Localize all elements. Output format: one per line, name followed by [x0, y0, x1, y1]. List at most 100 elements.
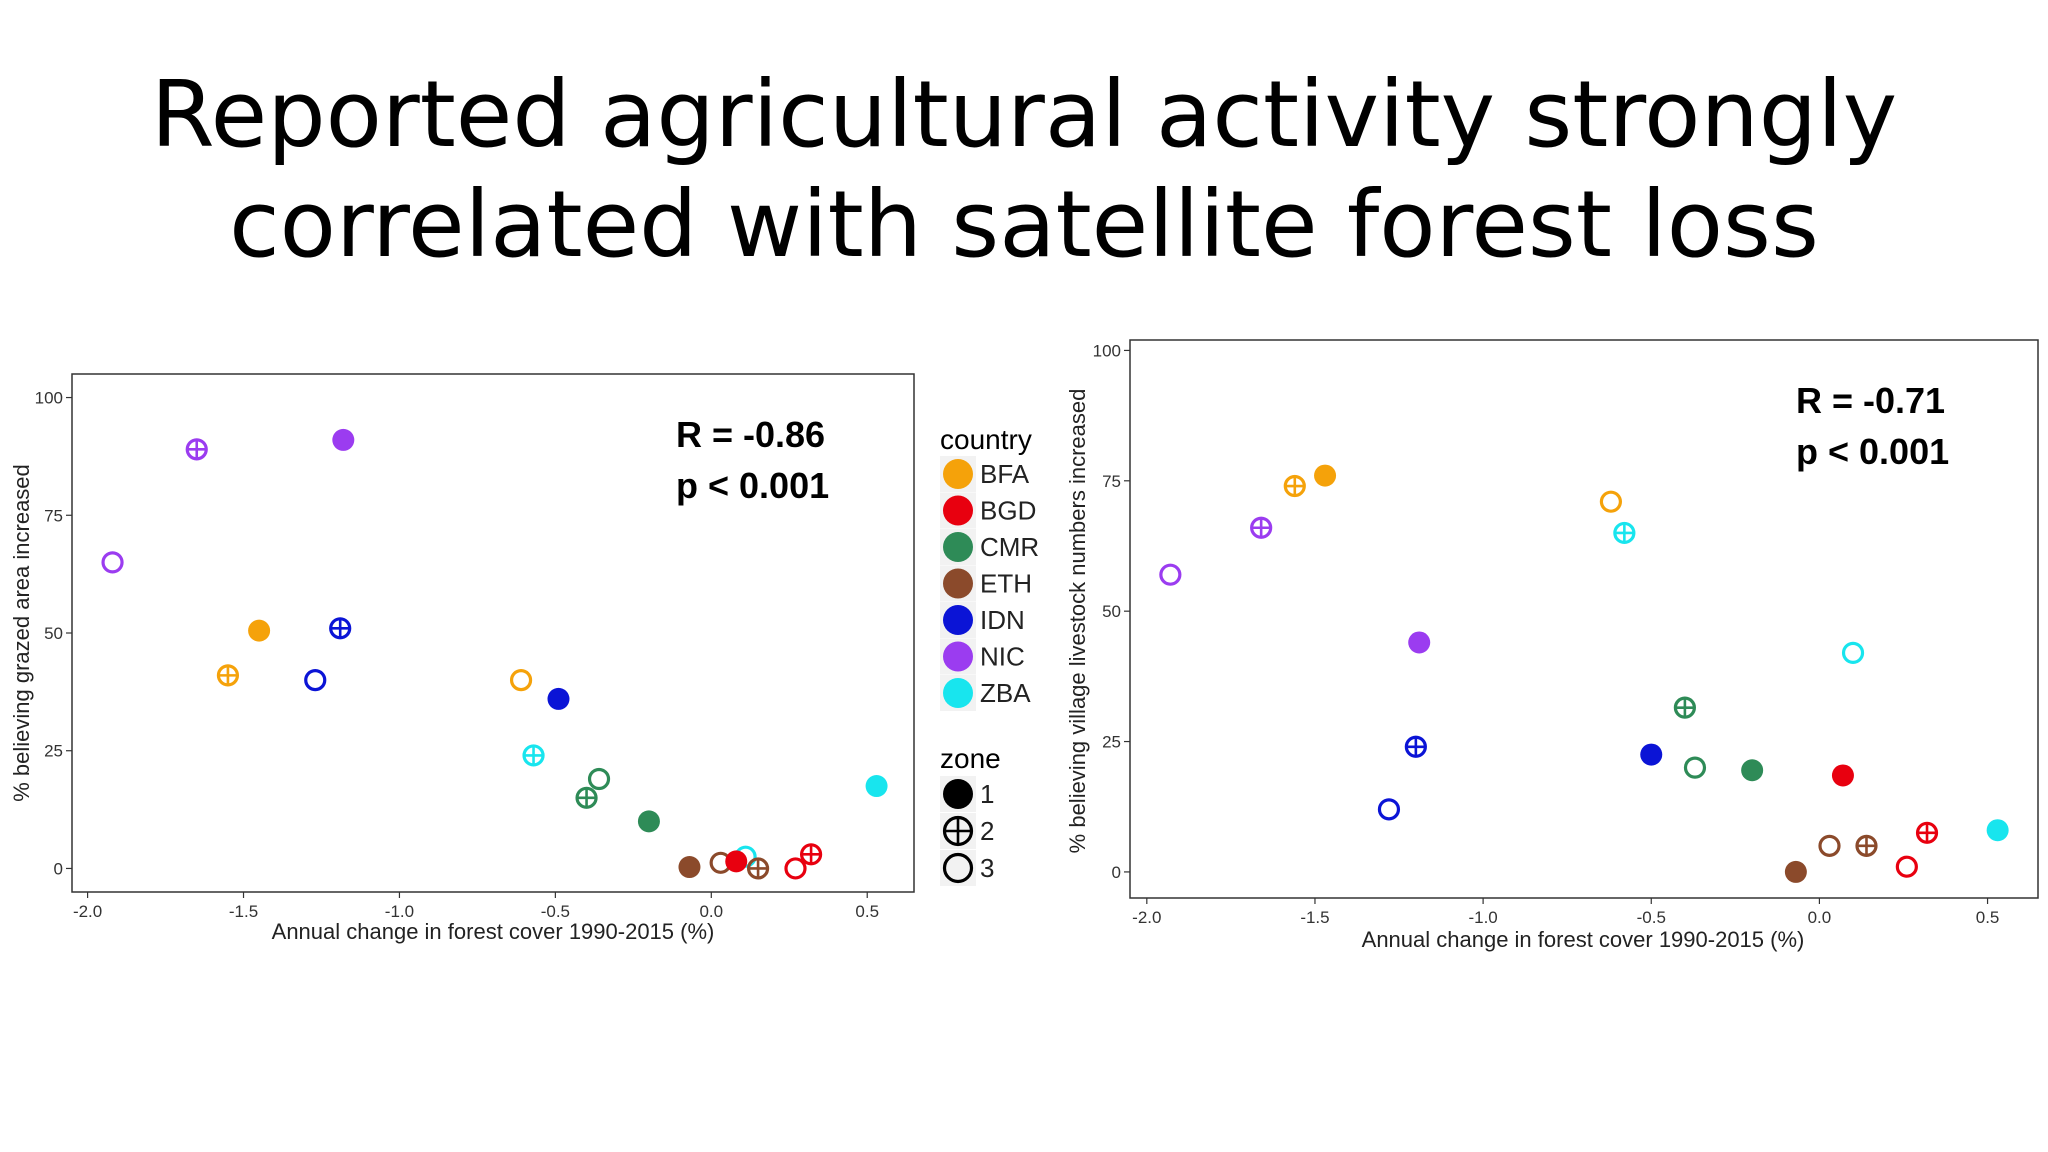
point-bgd-zone-1 [725, 850, 748, 873]
r-value-left: R = -0.86 [676, 414, 825, 455]
point-idn-zone-3 [1377, 798, 1401, 821]
point-nic-zone-2 [185, 438, 208, 461]
point-bgd-zone-3 [1895, 855, 1918, 878]
point-bgd-zone-1 [1831, 764, 1854, 787]
point-bfa-zone-3 [509, 668, 533, 692]
legend-zones: 1 2 3 [940, 776, 994, 886]
legend-item-cmr: CMR [940, 529, 1039, 565]
legend-label: BFA [980, 459, 1030, 489]
legend-zone-symbol [943, 779, 973, 809]
title-line-1: Reported agricultural activity strongly [150, 61, 1898, 168]
point-zba-zone-2 [522, 744, 545, 767]
legend-zone-title: zone [940, 743, 1001, 774]
title-line-2: correlated with satellite forest loss [229, 171, 1819, 278]
plot-frame-right [1129, 339, 2039, 899]
legend-zone-symbol [942, 815, 974, 847]
point-idn-zone-2 [1404, 735, 1427, 758]
legend-swatch [943, 532, 973, 562]
y-tick-label: 0 [1112, 863, 1121, 882]
point-zba-zone-1 [865, 775, 888, 798]
y-tick-label: 50 [1102, 602, 1121, 621]
legend-zone-symbol [942, 852, 974, 884]
x-tick-label: -1.0 [385, 902, 414, 921]
legend-label: 2 [980, 816, 994, 846]
legend-label: CMR [980, 532, 1039, 562]
point-idn-zone-2 [329, 617, 352, 640]
legend-zone-3: 3 [940, 850, 994, 886]
point-eth-zone-1 [1784, 860, 1807, 883]
point-cmr-zone-1 [637, 810, 660, 833]
legend-swatch [943, 641, 973, 672]
point-zba-zone-3 [1841, 641, 1865, 664]
legend-label: ETH [980, 569, 1032, 599]
slide-title: Reported agricultural activity strongly … [0, 60, 2048, 280]
legend-label: IDN [980, 605, 1025, 635]
y-tick-label: 75 [44, 506, 63, 525]
x-tick-label: -2.0 [1132, 908, 1161, 927]
point-nic-zone-1 [1408, 631, 1431, 654]
x-tick-label: 0.0 [699, 902, 723, 921]
y-tick-label: 75 [1102, 472, 1121, 491]
legend-item-idn: IDN [940, 602, 1025, 638]
legend-swatch [943, 495, 973, 526]
y-axis-label-right: % believing village livestock numbers in… [1065, 389, 1090, 854]
point-cmr-zone-3 [1683, 756, 1707, 779]
point-cmr-zone-2 [1673, 696, 1696, 719]
y-tick-label: 100 [35, 389, 63, 408]
y-tick-label: 0 [54, 859, 63, 878]
legend-zone-1: 1 [940, 776, 994, 812]
legend-item-eth: ETH [940, 565, 1032, 602]
point-bgd-zone-2 [1915, 821, 1939, 844]
point-bfa-zone-2 [216, 664, 240, 687]
chart-livestock: -2.0 -1.5 -1.0 -0.5 0.0 0.5 0 25 50 75 100 Annual… [1065, 339, 2039, 952]
point-zba-zone-1 [1986, 819, 2009, 842]
legend-label: BGD [980, 496, 1036, 526]
legend-swatch [943, 605, 973, 635]
legend-swatch [943, 678, 973, 708]
x-tick-label: -1.5 [229, 902, 258, 921]
legend-label: ZBA [980, 678, 1031, 708]
legend-zone-2: 2 [940, 813, 994, 849]
point-bfa-zone-1 [1314, 464, 1337, 487]
x-tick-label: 0.5 [855, 902, 879, 921]
points-left [101, 428, 888, 880]
point-idn-zone-3 [304, 668, 327, 692]
legend-item-zba: ZBA [940, 675, 1031, 711]
x-tick-label: 0.0 [1808, 908, 1832, 927]
p-value-right: p < 0.001 [1796, 431, 1949, 472]
legend-swatch [943, 568, 973, 599]
point-bgd-zone-3 [784, 857, 807, 880]
chart-grazed-area: -2.0 -1.5 -1.0 -0.5 0.0 0.5 0 25 50 75 100 Annual… [9, 373, 915, 944]
legend-swatch [943, 459, 973, 489]
point-nic-zone-3 [1159, 563, 1182, 586]
y-tick-label: 100 [1093, 341, 1121, 360]
x-tick-label: -0.5 [1637, 908, 1666, 927]
legend-country-title: country [940, 424, 1032, 455]
y-tick-label: 50 [44, 624, 63, 643]
point-nic-zone-2 [1250, 516, 1273, 539]
p-value-left: p < 0.001 [676, 465, 829, 506]
x-tick-label: -2.0 [73, 902, 102, 921]
x-tick-label: -1.5 [1300, 908, 1329, 927]
x-tick-label: -1.0 [1468, 908, 1497, 927]
point-zba-zone-2 [1613, 521, 1636, 545]
y-axis-left: 0 25 50 75 100 [35, 389, 72, 878]
point-cmr-zone-3 [587, 767, 611, 791]
plot-frame-left [71, 373, 915, 893]
legend-countries: BFA BGD CMR ETH IDN NIC ZBA [940, 456, 1039, 711]
point-cmr-zone-1 [1741, 759, 1764, 782]
point-bgd-zone-2 [799, 843, 823, 866]
y-axis-label-left: % believing grazed area increased [9, 464, 34, 802]
legend-label: 3 [980, 853, 994, 883]
x-axis-label-left: Annual change in forest cover 1990-2015 … [272, 919, 715, 944]
x-tick-label: 0.5 [1976, 908, 2000, 927]
point-bfa-zone-1 [248, 619, 271, 642]
point-eth-zone-3 [1818, 834, 1841, 857]
point-idn-zone-1 [547, 687, 570, 710]
y-axis-right: 0 25 50 75 100 [1093, 341, 1130, 882]
point-eth-zone-2 [1855, 834, 1878, 857]
point-nic-zone-1 [332, 428, 355, 451]
point-bfa-zone-2 [1283, 474, 1306, 498]
x-tick-label: -0.5 [541, 902, 570, 921]
